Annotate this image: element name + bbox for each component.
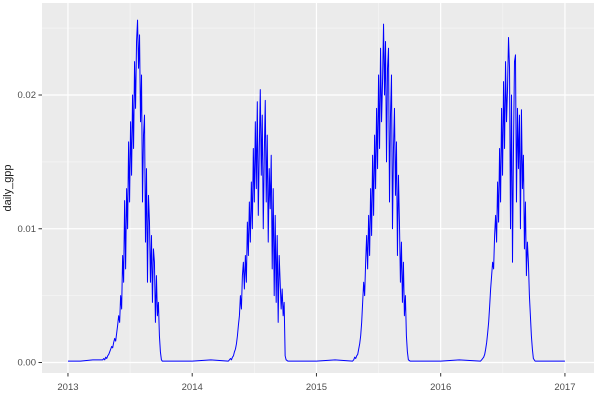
x-axis-tick-label: 2013 bbox=[57, 382, 78, 393]
plot-panel bbox=[42, 3, 594, 373]
x-axis-tick-label: 2016 bbox=[430, 382, 451, 393]
y-axis-title: daily_gpp bbox=[2, 164, 14, 211]
y-axis-tick-label: 0.00 bbox=[18, 358, 37, 369]
x-axis-tick-label: 2017 bbox=[554, 382, 575, 393]
gpp-series-line bbox=[67, 19, 565, 362]
x-axis-tick-label: 2014 bbox=[182, 382, 203, 393]
y-axis-tick-label: 0.02 bbox=[18, 90, 37, 101]
y-axis-tick-label: 0.01 bbox=[18, 224, 37, 235]
x-axis-tick-label: 2015 bbox=[306, 382, 327, 393]
